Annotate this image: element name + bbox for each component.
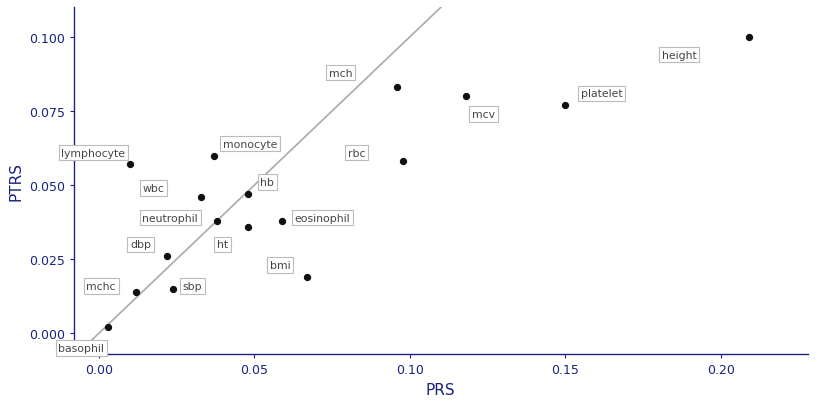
Text: wbc: wbc (142, 183, 164, 194)
Point (123, 162, 136, 168)
Text: mch: mch (329, 68, 353, 78)
Point (130, 289, 143, 295)
Text: neutrophil: neutrophil (142, 213, 198, 223)
Point (300, 274, 313, 281)
Text: hb: hb (260, 178, 274, 188)
Text: dbp: dbp (130, 240, 151, 250)
Text: bmi: bmi (270, 260, 290, 271)
Y-axis label: PTRS: PTRS (8, 162, 24, 201)
Point (397, 159, 410, 165)
Point (211, 218, 224, 224)
Text: rbc: rbc (348, 148, 365, 158)
Point (161, 254, 174, 260)
Text: height: height (662, 51, 696, 61)
Text: lymphocyte: lymphocyte (61, 148, 126, 158)
Point (742, 35, 755, 41)
Text: sbp: sbp (183, 281, 202, 291)
Point (276, 218, 289, 224)
Text: platelet: platelet (581, 89, 623, 99)
X-axis label: PRS: PRS (426, 382, 455, 396)
Point (242, 224, 255, 230)
Point (242, 191, 255, 198)
Point (459, 94, 472, 100)
Point (559, 102, 572, 109)
Point (195, 194, 208, 201)
Point (207, 153, 220, 160)
Text: mcv: mcv (472, 110, 494, 120)
Point (391, 85, 404, 92)
Text: basophil: basophil (59, 343, 104, 353)
Text: ht: ht (217, 240, 228, 250)
Point (167, 286, 180, 292)
Text: eosinophil: eosinophil (295, 213, 350, 223)
Text: mchc: mchc (86, 281, 116, 291)
Point (101, 324, 114, 331)
Text: monocyte: monocyte (223, 139, 277, 149)
